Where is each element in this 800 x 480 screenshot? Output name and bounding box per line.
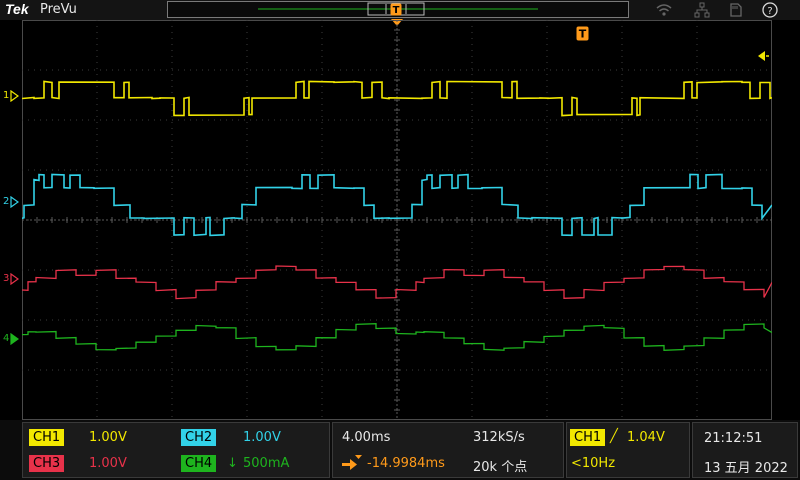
svg-text:?: ?	[767, 6, 772, 17]
time-per-division: 4.00ms	[342, 430, 390, 445]
horizontal-position: -14.9984ms	[367, 456, 445, 471]
ch4-scale: 500mA	[243, 456, 289, 471]
trigger-t-icon[interactable]: T	[576, 26, 589, 41]
acquisition-mode: PreVu	[40, 2, 77, 17]
horizontal-settings-panel[interactable]: 4.00ms 312kS/s -14.9984ms 20k 个点	[332, 422, 564, 478]
channel-settings-panel[interactable]: CH1 1.00V CH2 1.00V CH3 1.00V CH4 ↓ 500m…	[22, 422, 330, 478]
ch4-probe-icon: ↓	[227, 456, 238, 471]
trigger-t-label: T	[579, 28, 587, 41]
sample-rate: 312kS/s	[473, 430, 525, 445]
trigger-settings-panel[interactable]: CH1 ╱ 1.04V <10Hz	[566, 422, 690, 478]
record-view-bar[interactable]: T	[167, 1, 629, 18]
brand-logo: Tek	[5, 1, 29, 17]
trigger-level: 1.04V	[627, 430, 665, 445]
clock-date: 13 五月 2022	[704, 457, 788, 476]
clock-time: 21:12:51	[704, 431, 762, 446]
ch2-ground-marker[interactable]: 2	[3, 196, 19, 208]
ch2-scale: 1.00V	[243, 430, 281, 445]
help-icon[interactable]: ?	[762, 2, 778, 18]
ch1-marker-arrow	[3, 90, 19, 102]
waveform-display[interactable]	[22, 20, 772, 420]
ch3-marker-arrow	[3, 273, 19, 285]
ch3-ground-marker[interactable]: 3	[3, 273, 19, 285]
ch4-tag[interactable]: CH4	[181, 455, 216, 472]
usb-storage-icon[interactable]	[728, 2, 744, 18]
trigger-frequency: <10Hz	[571, 456, 615, 471]
top-bar: Tek PreVu T ?	[0, 0, 800, 20]
ch3-scale: 1.00V	[89, 456, 127, 471]
record-trigger-icon: T	[390, 3, 402, 16]
trigger-level-marker[interactable]	[758, 50, 770, 62]
ch1-ground-marker[interactable]: 1	[3, 90, 19, 102]
clock-panel: 21:12:51 13 五月 2022	[692, 422, 798, 478]
ch4-marker-arrow	[3, 333, 19, 345]
ch3-tag[interactable]: CH3	[29, 455, 64, 472]
ch2-marker-arrow	[3, 196, 19, 208]
horizontal-position-arrow-icon	[341, 455, 367, 471]
record-length: 20k 个点	[473, 456, 527, 475]
trigger-slope-icon: ╱	[610, 429, 618, 444]
ch1-scale: 1.00V	[89, 430, 127, 445]
trigger-source-tag[interactable]: CH1	[570, 429, 605, 446]
network-icon[interactable]	[694, 2, 710, 18]
ch4-ground-marker[interactable]: 4	[3, 333, 19, 345]
graticule	[22, 20, 772, 420]
ch2-tag[interactable]: CH2	[181, 429, 216, 446]
svg-text:T: T	[393, 5, 400, 16]
ch1-tag[interactable]: CH1	[29, 429, 64, 446]
wifi-icon[interactable]	[656, 2, 672, 18]
